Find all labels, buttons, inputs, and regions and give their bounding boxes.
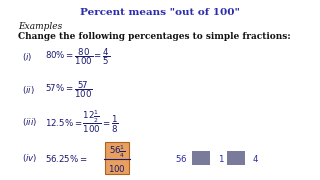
Text: $56.25\% = $: $56.25\% = $ — [45, 152, 87, 163]
FancyBboxPatch shape — [227, 151, 245, 165]
Text: Change the following percentages to simple fractions:: Change the following percentages to simp… — [18, 32, 291, 41]
Text: Percent means "out of 100": Percent means "out of 100" — [80, 8, 240, 17]
FancyBboxPatch shape — [192, 151, 210, 165]
Text: $56$: $56$ — [175, 152, 188, 163]
Text: $4$: $4$ — [252, 152, 259, 163]
Text: Examples: Examples — [18, 22, 62, 31]
Text: $(i)$: $(i)$ — [22, 51, 32, 63]
Text: $12.5\% = \dfrac{12\frac{1}{2}}{100} = \dfrac{1}{8}$: $12.5\% = \dfrac{12\frac{1}{2}}{100} = \… — [45, 109, 119, 135]
Text: $(ii)$: $(ii)$ — [22, 84, 35, 96]
Text: $(iv)$: $(iv)$ — [22, 152, 37, 164]
Text: $100$: $100$ — [108, 163, 126, 174]
Text: $56\frac{1}{4}$: $56\frac{1}{4}$ — [108, 144, 125, 160]
Text: $80\% = \dfrac{80}{100} = \dfrac{4}{5}$: $80\% = \dfrac{80}{100} = \dfrac{4}{5}$ — [45, 47, 110, 67]
Text: $(iii)$: $(iii)$ — [22, 116, 37, 128]
Text: $57\% = \dfrac{57}{100}$: $57\% = \dfrac{57}{100}$ — [45, 80, 92, 100]
FancyBboxPatch shape — [105, 142, 129, 174]
Text: $1$: $1$ — [218, 152, 225, 163]
